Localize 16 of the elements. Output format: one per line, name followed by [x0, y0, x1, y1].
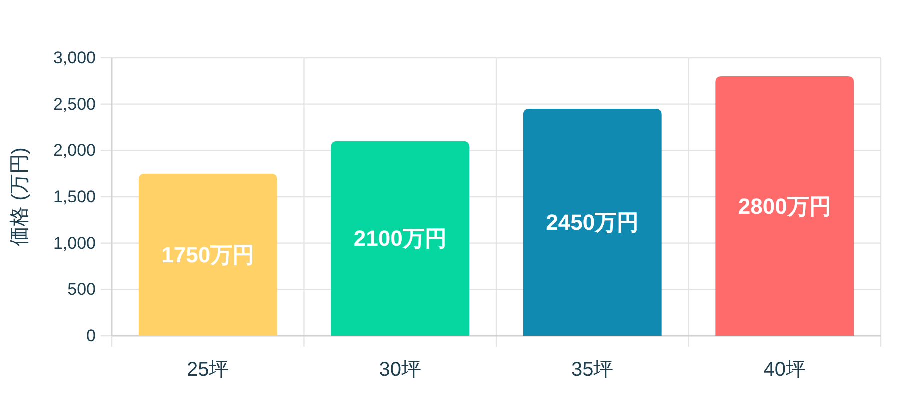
y-axis-title: 価格 (万円) — [9, 148, 31, 246]
y-tick-label: 1,000 — [53, 234, 96, 253]
data-label: 2450万円 — [546, 210, 640, 235]
y-tick-label: 2,500 — [53, 94, 96, 114]
y-tick-label: 3,000 — [53, 48, 96, 68]
y-tick-label: 500 — [68, 280, 96, 300]
x-tick-label: 25坪 — [187, 359, 230, 381]
x-tick-label: 30坪 — [379, 359, 422, 381]
x-tick-label: 35坪 — [572, 359, 614, 381]
data-label: 2100万円 — [354, 226, 447, 252]
data-label: 2800万円 — [738, 194, 832, 219]
x-tick-label: 40坪 — [764, 359, 806, 381]
y-tick-label: 1,500 — [53, 188, 96, 206]
y-tick-label: 0 — [86, 326, 96, 346]
y-tick-label: 2,000 — [53, 141, 96, 160]
data-label: 1750万円 — [162, 242, 255, 268]
